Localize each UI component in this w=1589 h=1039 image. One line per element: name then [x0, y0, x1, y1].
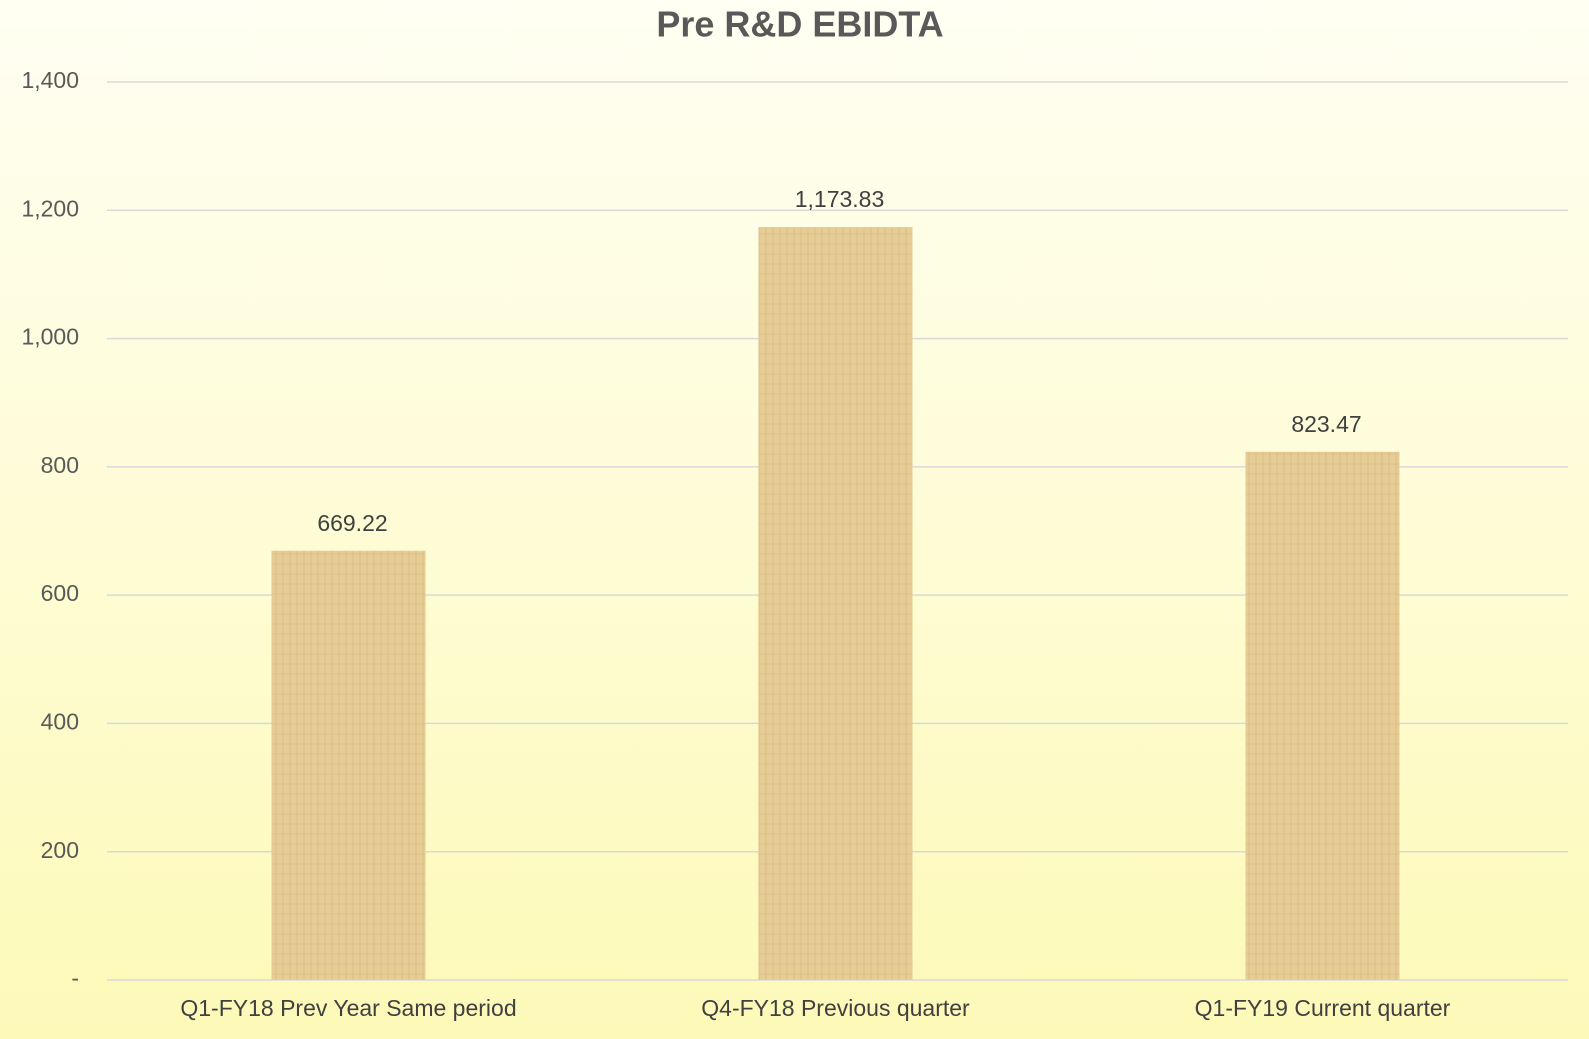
- bar: [1245, 451, 1400, 980]
- value-label: 669.22: [317, 510, 387, 536]
- y-tick-label: 800: [41, 452, 79, 478]
- y-tick-label: 1,400: [21, 67, 79, 93]
- y-tick-label: 1,200: [21, 195, 79, 221]
- y-tick-label: 1,000: [21, 324, 79, 350]
- x-tick-label: Q1-FY18 Prev Year Same period: [180, 995, 516, 1021]
- y-tick-label: 400: [41, 709, 79, 735]
- bar: [758, 227, 913, 980]
- y-tick-label: -: [71, 965, 79, 991]
- value-label: 1,173.83: [795, 186, 885, 212]
- x-tick-label: Q1-FY19 Current quarter: [1195, 995, 1451, 1021]
- bar: [271, 550, 426, 980]
- x-tick-label: Q4-FY18 Previous quarter: [701, 995, 970, 1021]
- value-label: 823.47: [1291, 411, 1361, 437]
- y-tick-label: 200: [41, 837, 79, 863]
- chart-title: Pre R&D EBIDTA: [656, 4, 943, 45]
- y-tick-label: 600: [41, 580, 79, 606]
